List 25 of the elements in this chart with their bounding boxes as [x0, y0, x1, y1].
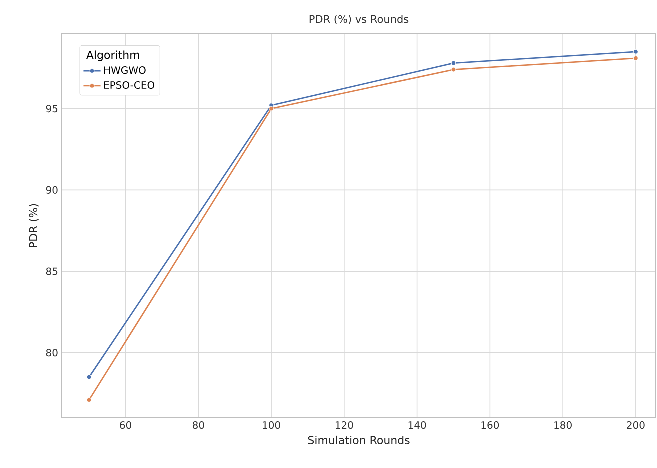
- x-tick-label: 180: [554, 422, 572, 430]
- x-axis-title: Simulation Rounds: [308, 436, 410, 444]
- point: [86, 398, 92, 403]
- x-tick-label: 140: [408, 422, 426, 430]
- legend-title: Algorithm: [86, 50, 140, 62]
- y-tick-label: 80: [46, 349, 58, 357]
- point: [634, 49, 638, 54]
- point: [451, 60, 456, 66]
- point: [634, 56, 638, 61]
- x-tick-label: 60: [120, 422, 132, 430]
- x-tick-label: 120: [336, 422, 354, 430]
- x-tick-label: 100: [263, 422, 280, 430]
- x-tick-label: 200: [627, 422, 645, 430]
- y-tick-label: 85: [46, 268, 58, 276]
- point: [269, 106, 274, 112]
- legend-label: HWGWO: [104, 66, 146, 74]
- point: [86, 374, 92, 380]
- y-axis-title: PDR (%): [29, 204, 39, 248]
- legend-label: EPSO-CEO: [104, 81, 155, 90]
- chart-title: PDR (%) vs Rounds: [310, 15, 409, 24]
- x-tick-label: 160: [482, 422, 500, 430]
- point: [451, 67, 456, 72]
- y-tick-label: 90: [46, 186, 58, 194]
- x-tick-label: 80: [192, 422, 204, 430]
- y-tick-label: 95: [46, 105, 58, 113]
